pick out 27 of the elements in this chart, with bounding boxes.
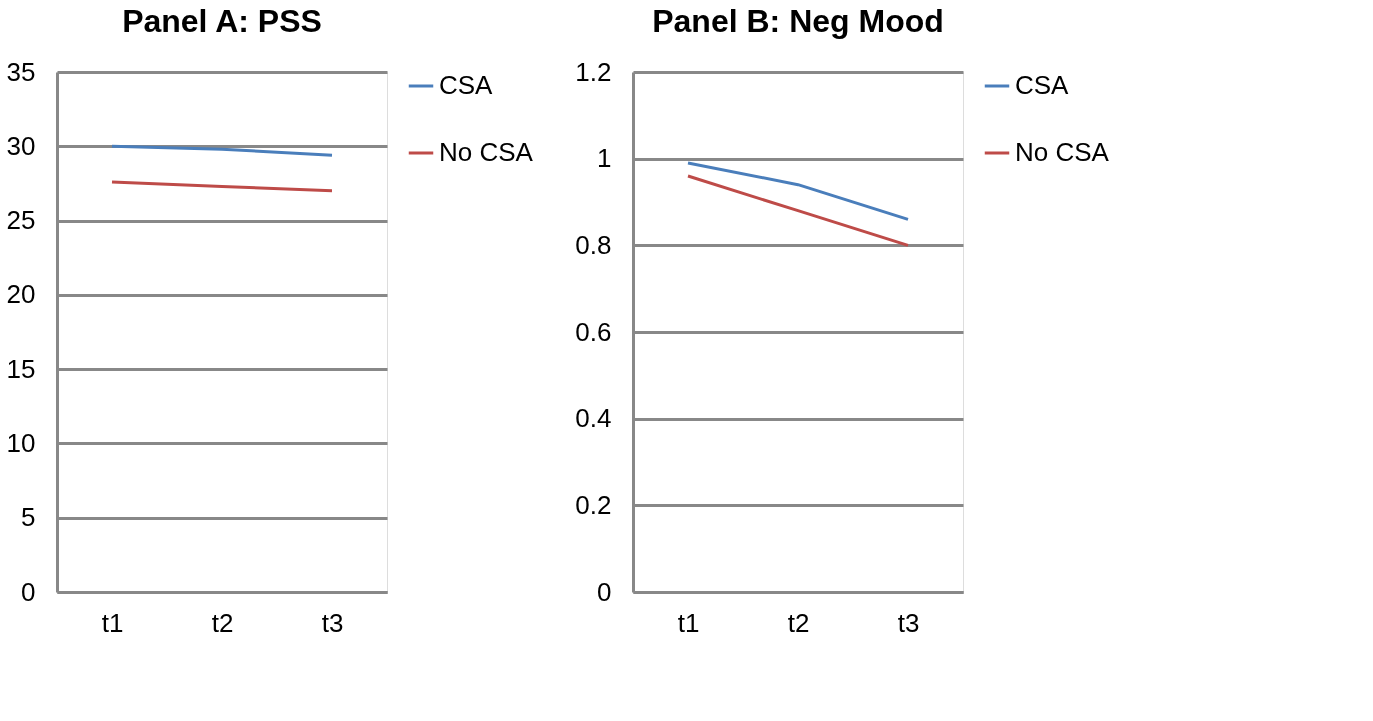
x-tick-label: t2 (211, 607, 234, 638)
y-tick-label: 0.4 (575, 403, 612, 434)
y-tick-label: 1 (597, 143, 612, 174)
y-tick-label: 5 (21, 502, 36, 533)
legend-label: No CSA (439, 137, 534, 167)
y-tick-label: 30 (6, 130, 36, 161)
y-tick-label: 1.2 (575, 56, 612, 87)
y-tick-label: 25 (6, 205, 36, 236)
chart-title: Panel B: Neg Mood (652, 3, 944, 39)
y-tick-label: 0.8 (575, 229, 612, 260)
y-tick-label: 15 (6, 353, 36, 384)
x-tick-label: t3 (321, 607, 344, 638)
y-tick-label: 10 (6, 427, 36, 458)
x-tick-label: t1 (101, 607, 124, 638)
chart-title: Panel A: PSS (122, 3, 322, 39)
y-tick-label: 0 (21, 576, 36, 607)
legend-label: CSA (1015, 70, 1070, 100)
y-tick-label: 35 (6, 56, 36, 87)
y-tick-label: 0 (597, 576, 612, 607)
y-tick-label: 0.6 (575, 316, 612, 347)
legend-label: CSA (439, 70, 494, 100)
x-tick-label: t1 (677, 607, 700, 638)
y-tick-label: 0.2 (575, 489, 612, 520)
x-tick-label: t2 (787, 607, 810, 638)
y-tick-label: 20 (6, 279, 36, 310)
legend-label: No CSA (1015, 137, 1110, 167)
x-tick-label: t3 (897, 607, 920, 638)
